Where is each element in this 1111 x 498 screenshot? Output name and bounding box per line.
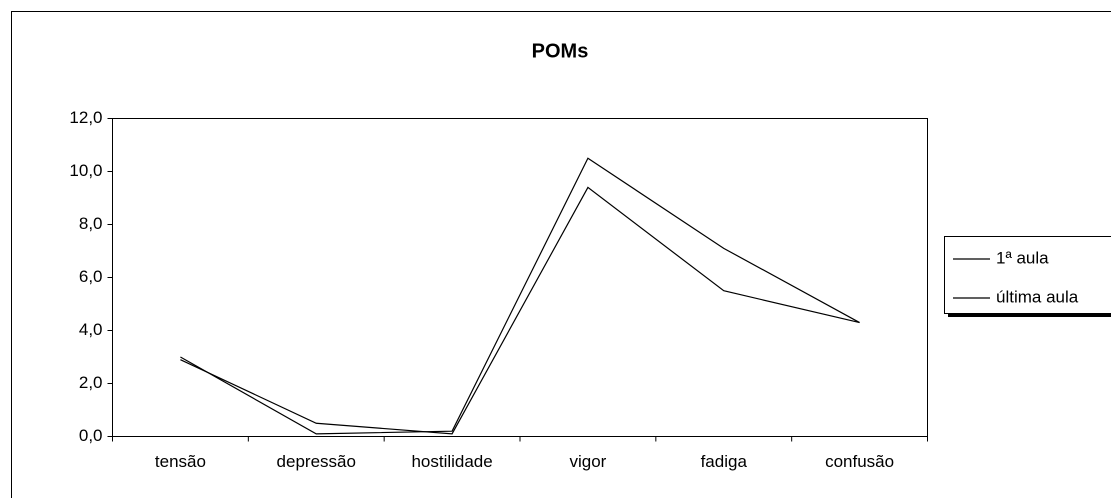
y-tick-label: 12,0 [69,108,102,127]
y-tick-label: 0,0 [79,426,103,445]
legend-label: 1ª aula [996,248,1049,267]
x-tick-label: fadiga [701,452,748,471]
chart-title: POMs [532,40,589,62]
y-tick-label: 6,0 [79,267,103,286]
x-tick-label: tensão [155,452,206,471]
legend-label: última aula [996,287,1079,306]
y-tick-label: 4,0 [79,320,103,339]
y-tick-label: 10,0 [69,161,102,180]
y-tick-label: 2,0 [79,373,103,392]
x-tick-label: depressão [277,452,356,471]
x-tick-label: hostilidade [411,452,492,471]
series-line [180,186,860,435]
series-line [180,157,860,435]
legend [944,236,1111,314]
x-tick-label: confusão [825,452,894,471]
y-tick-label: 8,0 [79,214,103,233]
x-tick-label: vigor [569,452,606,471]
